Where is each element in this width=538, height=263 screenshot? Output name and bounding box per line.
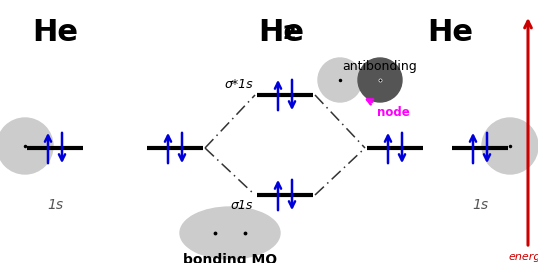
Circle shape bbox=[318, 58, 362, 102]
Text: He: He bbox=[258, 18, 304, 47]
Text: 2: 2 bbox=[283, 24, 296, 43]
Text: σ1s: σ1s bbox=[231, 199, 253, 212]
Text: He: He bbox=[427, 18, 473, 47]
Text: antibonding: antibonding bbox=[343, 60, 417, 73]
Text: He: He bbox=[32, 18, 78, 47]
Text: node: node bbox=[367, 99, 410, 119]
Text: 1s: 1s bbox=[47, 198, 63, 212]
Text: σ*1s: σ*1s bbox=[224, 78, 253, 91]
Text: energy: energy bbox=[508, 252, 538, 262]
Text: 1s: 1s bbox=[472, 198, 488, 212]
Ellipse shape bbox=[180, 207, 280, 259]
Circle shape bbox=[0, 118, 53, 174]
Text: bonding MO: bonding MO bbox=[183, 253, 277, 263]
Circle shape bbox=[358, 58, 402, 102]
Circle shape bbox=[482, 118, 538, 174]
